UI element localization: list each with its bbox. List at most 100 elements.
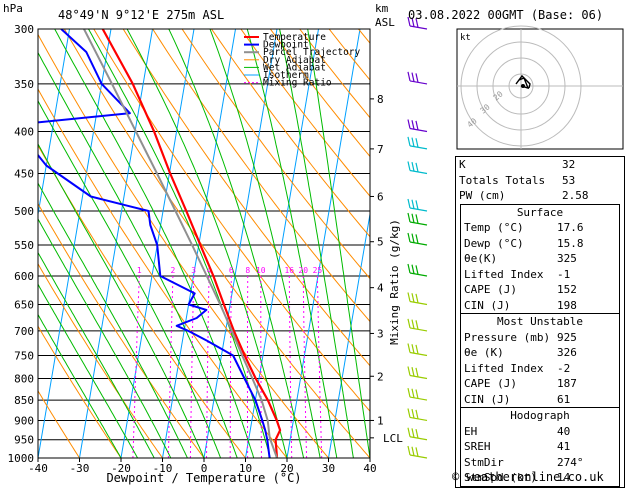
mixing-ratio-label: 10 (256, 266, 266, 275)
x-tick-label: -30 (70, 462, 90, 475)
wind-barb-flag (416, 345, 418, 354)
pressure-tick-label: 800 (14, 372, 34, 385)
pressure-tick-label: 950 (14, 434, 34, 447)
wind-barb (410, 273, 427, 276)
wind-barb-flag (408, 388, 410, 397)
most-unstable-label: CAPE (J) (464, 376, 517, 392)
wind-barb-flag (416, 320, 418, 329)
wind-barb-flag (412, 265, 414, 274)
wind-barb-flag (408, 137, 410, 146)
index-label: PW (cm) (459, 188, 505, 204)
wet-adiabat-line (280, 29, 354, 458)
wind-barb-flag (412, 428, 414, 437)
wind-barb (410, 170, 427, 173)
surface-value: 325 (557, 251, 615, 267)
y-axis-label: Mixing Ratio (g/kg) (388, 219, 401, 345)
wind-barb-flag (412, 73, 414, 82)
mixing-ratio-label: 8 (245, 266, 250, 275)
wind-barb (410, 26, 427, 29)
hodograph-stat-label: SREH (464, 439, 491, 455)
km-tick-label: 6 (377, 190, 384, 203)
dry-adiabat-line (0, 29, 80, 458)
dry-adiabat-line (6, 29, 287, 458)
lcl-label: LCL (383, 432, 403, 445)
surface-row: Temp (°C)17.6 (461, 220, 619, 236)
wind-barb-flag (408, 264, 410, 273)
wind-barb-flag (416, 234, 418, 243)
wind-barb (410, 208, 427, 211)
most-unstable-label: Pressure (mb) (464, 330, 550, 346)
wind-barb (410, 81, 427, 84)
surface-row: Lifted Index-1 (461, 267, 619, 283)
mixing-ratio-line (261, 276, 262, 458)
km-tick-label: 2 (377, 370, 384, 383)
pressure-tick-label: 750 (14, 349, 34, 362)
wind-barb-flag (408, 408, 410, 417)
mixing-ratio-line (168, 276, 173, 458)
surface-label: Lifted Index (464, 267, 543, 283)
pressure-tick-label: 600 (14, 270, 34, 283)
wind-barb-flag (408, 366, 410, 375)
pressure-tick-label: 350 (14, 78, 34, 91)
wind-barb (410, 302, 427, 305)
mixing-ratio-label: 25 (313, 266, 323, 275)
wind-barb-flag (408, 233, 410, 242)
surface-row: CIN (J)198 (461, 298, 619, 314)
wind-barb-flag (408, 446, 410, 455)
wind-barb-flag (416, 121, 418, 130)
surface-row: θe(K)325 (461, 251, 619, 267)
pressure-tick-label: 400 (14, 126, 34, 139)
pressure-tick-label: 700 (14, 325, 34, 338)
pressure-tick-label: 650 (14, 299, 34, 312)
pressure-tick-label: 500 (14, 205, 34, 218)
wind-barb-flag (416, 138, 418, 147)
mixing-ratio-label: 16 (284, 266, 294, 275)
km-tick-label: 8 (377, 93, 384, 106)
hodograph-stats-title: Hodograph (461, 408, 619, 424)
datetime-title: 03.08.2022 00GMT (Base: 06) (408, 8, 603, 22)
surface-label: Temp (°C) (464, 220, 524, 236)
wind-barb (410, 352, 427, 355)
wet-adiabat-line (308, 29, 370, 458)
wind-barb-flag (416, 73, 418, 82)
location-title: 48°49'N 9°12'E 275m ASL (58, 8, 224, 22)
wind-barb-flag (412, 409, 414, 418)
most-unstable-row: Lifted Index-2 (461, 361, 619, 377)
surface-row: CAPE (J)152 (461, 282, 619, 298)
most-unstable-label: Lifted Index (464, 361, 543, 377)
wind-barb-flag (416, 294, 418, 303)
wind-barb-flag (408, 199, 410, 208)
isotherm-line (287, 29, 360, 458)
hodograph-stat-value: 40 (557, 424, 615, 440)
wind-barb-flag (408, 213, 410, 222)
index-label: Totals Totals (459, 173, 545, 189)
mixing-ratio-label: 1 (137, 266, 142, 275)
wind-barb-flag (412, 234, 414, 243)
most-unstable-value: 187 (557, 376, 615, 392)
pressure-tick-label: 450 (14, 167, 34, 180)
wind-barb-flag (416, 200, 418, 209)
wind-barb-flag (408, 319, 410, 328)
dry-adiabat-line (0, 29, 246, 458)
most-unstable-value: 61 (557, 392, 615, 408)
mixing-ratio-line (133, 276, 139, 458)
index-row: PW (cm)2.58 (456, 188, 624, 204)
index-label: K (459, 157, 466, 173)
mixing-ratio-label: 3 (191, 266, 196, 275)
hpa-label: hPa (3, 2, 23, 15)
wind-barb-flag (416, 368, 418, 377)
x-axis-label: Dewpoint / Temperature (°C) (106, 471, 301, 485)
wind-barb-flag (416, 410, 418, 419)
wind-barb-flag (408, 161, 410, 170)
wind-barb-flag (412, 293, 414, 302)
wind-barb-flag (416, 447, 418, 456)
surface-label: Dewp (°C) (464, 236, 524, 252)
wind-barb-flag (408, 428, 410, 437)
x-tick-label: 40 (363, 462, 376, 475)
hodograph-stat-value: 41 (557, 439, 615, 455)
